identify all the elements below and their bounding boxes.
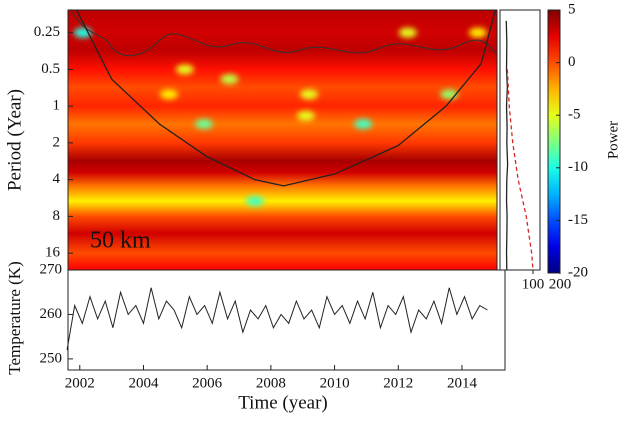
spot <box>468 27 487 38</box>
y-tick-label: 260 <box>40 306 63 322</box>
x-tick-label: 2010 <box>320 375 350 391</box>
spot <box>159 89 178 100</box>
spot <box>398 27 417 38</box>
x-tick-label: 2004 <box>128 375 159 391</box>
spectrum-line <box>506 69 534 271</box>
colorbar-tick-label: 0 <box>568 54 576 70</box>
annotation: 50 km <box>90 228 151 254</box>
line-frame <box>67 269 506 371</box>
x-tick-label: 2008 <box>256 375 286 391</box>
x-tick-label: 2012 <box>383 375 413 391</box>
spot <box>296 110 315 121</box>
colorbar-tick-label: -5 <box>568 107 581 123</box>
x-tick-label: 100 <box>522 276 545 292</box>
spot <box>194 118 213 129</box>
y-axis-label: Temperature (K) <box>5 261 24 375</box>
heatmap <box>68 10 497 270</box>
y-axis-label: Period (Year) <box>4 89 25 191</box>
colorbar-label: Power <box>605 121 621 159</box>
colorbar-tick-label: -20 <box>568 264 588 280</box>
x-axis-label: Time (year) <box>238 392 328 413</box>
colorbar <box>547 9 561 274</box>
colorbar-tick-label: 5 <box>568 1 576 17</box>
x-tick-label: 2002 <box>65 375 95 391</box>
temperature-line <box>66 287 488 351</box>
y-tick-label: 0.5 <box>41 61 60 77</box>
x-tick-label: 2006 <box>192 375 223 391</box>
spot <box>300 89 319 100</box>
spot <box>175 64 194 75</box>
spectrum-line <box>505 20 509 271</box>
y-tick-label: 250 <box>40 350 63 366</box>
y-tick-label: 1 <box>53 98 61 114</box>
cone-of-influence <box>76 10 497 187</box>
spot <box>354 118 373 129</box>
spot <box>220 74 239 85</box>
y-tick-label: 2 <box>53 134 61 150</box>
spot <box>245 196 264 207</box>
spots <box>73 27 487 207</box>
x-tick-label: 2014 <box>447 375 478 391</box>
spectrum-frame <box>499 9 541 271</box>
y-tick-label: 8 <box>53 208 61 224</box>
colorbar-tick-label: -15 <box>568 212 588 228</box>
y-tick-label: 4 <box>53 171 61 187</box>
y-tick-label: 0.25 <box>34 24 60 40</box>
colorbar-tick-label: -10 <box>568 159 588 175</box>
contour <box>71 11 497 57</box>
x-tick-label: 200 <box>549 276 572 292</box>
y-tick-label: 270 <box>40 261 63 277</box>
y-tick-label: 16 <box>45 245 61 261</box>
